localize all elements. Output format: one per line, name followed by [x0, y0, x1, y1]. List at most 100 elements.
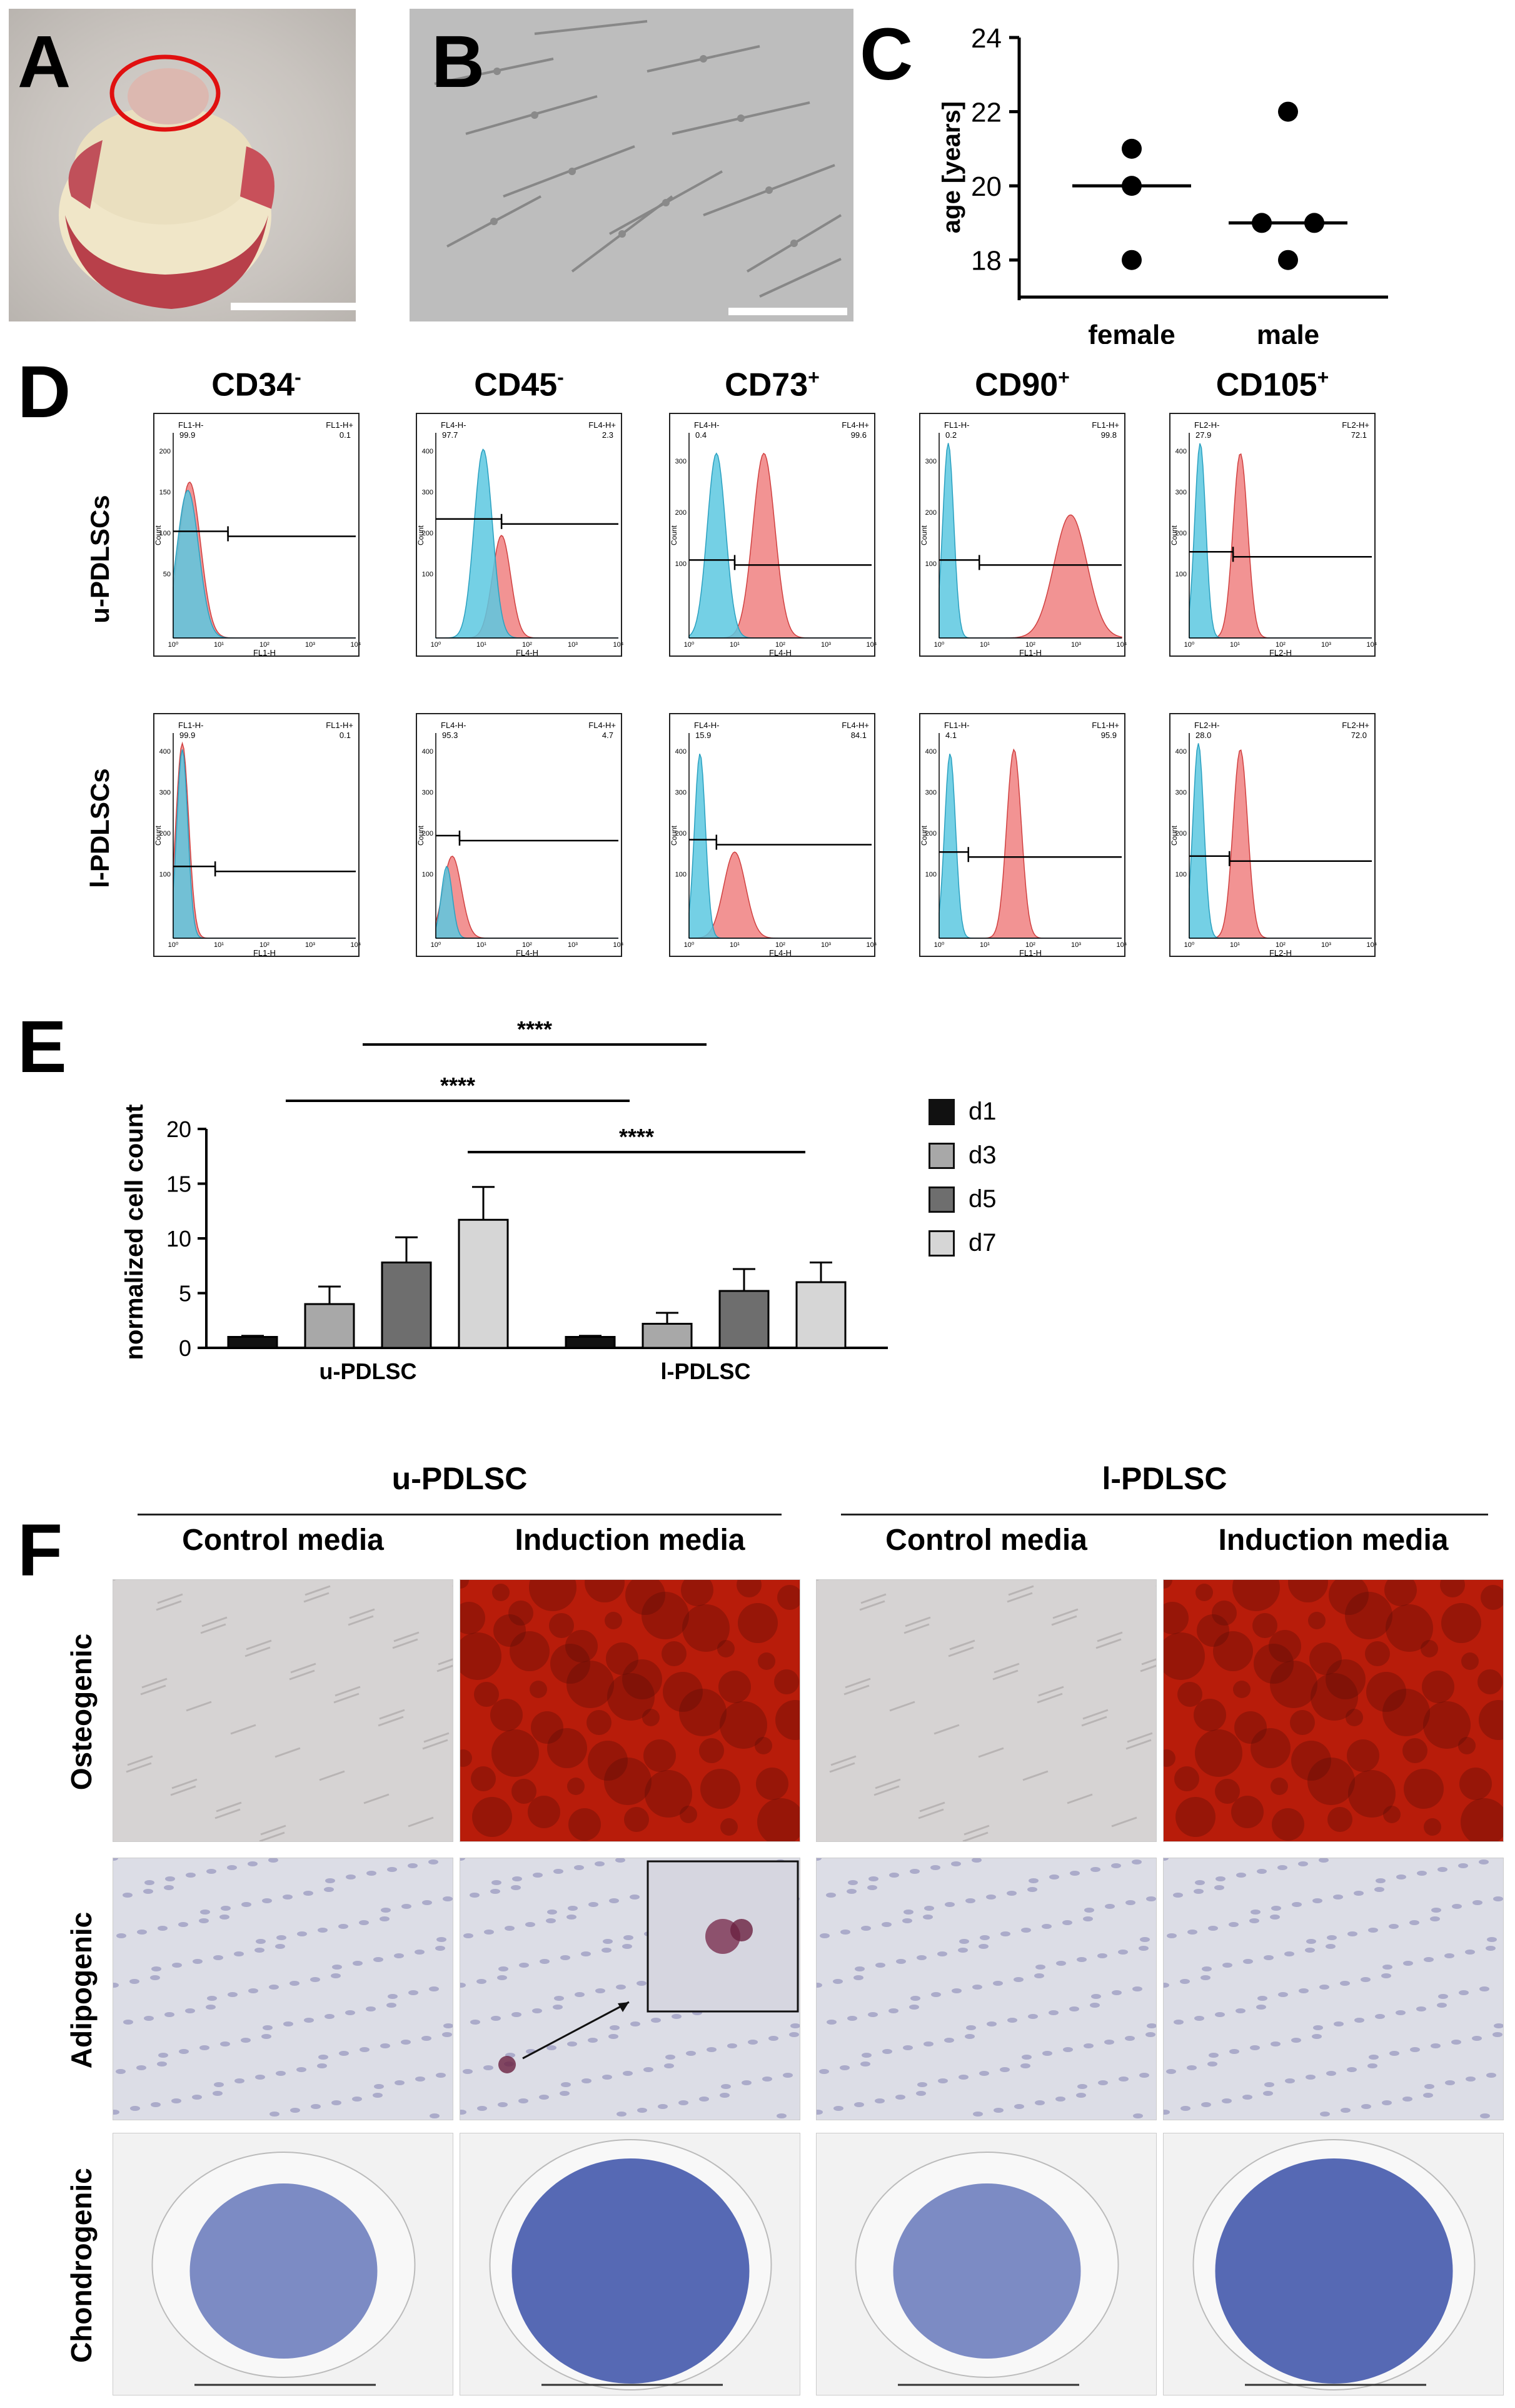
x-tick-label: 10³ — [1071, 641, 1081, 649]
marker-title: CD105+ — [1160, 366, 1385, 403]
gate-negative-label: FL2-H- — [1194, 420, 1219, 430]
x-tick-label: 10³ — [568, 941, 578, 949]
data-point — [1252, 213, 1272, 233]
x-tick-label: 10¹ — [476, 641, 486, 649]
x-tick-label: 10¹ — [1230, 641, 1240, 649]
gate-positive-label: FL4-H+ — [588, 420, 616, 430]
x-tick-label: 10² — [1276, 941, 1286, 949]
y-axis-title: Count — [154, 825, 163, 846]
y-tick-label: 100 — [1175, 571, 1187, 579]
lipid-droplet — [730, 1919, 753, 1941]
x-tick-label: 10² — [1025, 641, 1035, 649]
gate-negative-label: FL1-H- — [178, 721, 203, 730]
group-heading-u-pdlsc: u-PDLSC — [391, 1461, 528, 1496]
media-heading: Induction media — [1218, 1524, 1449, 1557]
legend-swatch — [929, 1230, 955, 1257]
gate-negative-percent: 4.1 — [945, 731, 957, 740]
legend-item-d1: d1 — [929, 1098, 997, 1126]
bar-d1 — [227, 1336, 278, 1349]
data-point — [1278, 250, 1298, 270]
y-tick-label: 0 — [179, 1335, 191, 1361]
y-tick-label: 100 — [925, 560, 937, 568]
x-tick-label: 10³ — [821, 641, 831, 649]
x-tick-label: 10⁰ — [168, 941, 179, 949]
x-tick-label: 10⁴ — [1367, 941, 1377, 949]
x-tick-label: 10² — [259, 941, 269, 949]
y-tick-label: 18 — [971, 246, 1002, 276]
marker-name: CD45 — [474, 367, 558, 403]
x-tick-label: 10⁰ — [1184, 641, 1195, 649]
stain-micrograph — [460, 1858, 800, 2120]
row-label-osteogenic: Osteogenic — [65, 1633, 98, 1791]
stained-peak — [173, 741, 356, 939]
panel-label-d: D — [18, 351, 71, 433]
stain-texture — [817, 1580, 1156, 1841]
x-tick-label: female — [1088, 320, 1175, 344]
y-tick-label: 100 — [159, 530, 171, 537]
media-heading: Control media — [182, 1524, 384, 1557]
y-tick-label: 100 — [1175, 871, 1187, 879]
x-tick-label: u-PDLSC — [320, 1358, 417, 1384]
lipid-droplet — [498, 2056, 516, 2073]
x-tick-label: 10³ — [821, 941, 831, 949]
fibroblast-cells-illustration — [434, 20, 842, 298]
gate-positive-label: FL1-H+ — [326, 420, 353, 430]
isotype-peak — [173, 490, 356, 639]
gate-negative-label: FL4-H- — [441, 721, 466, 730]
legend-swatch — [929, 1142, 955, 1169]
gate-positive-percent: 99.6 — [851, 430, 867, 440]
panel-label-f: F — [18, 1509, 63, 1592]
legend-label: d5 — [969, 1185, 997, 1213]
legend-label: d7 — [969, 1229, 997, 1257]
y-tick-label: 300 — [1175, 488, 1187, 496]
marker-sign: - — [294, 366, 301, 388]
stain-micrograph — [113, 2133, 453, 2395]
data-point — [1122, 250, 1142, 270]
x-axis-title: FL4-H — [516, 648, 538, 657]
panel-label-a: A — [18, 21, 71, 103]
gate-positive-percent: 95.9 — [1101, 731, 1117, 740]
x-axis-title: FL4-H — [769, 948, 792, 958]
x-tick-label: 10¹ — [214, 641, 224, 649]
gate-positive-percent: 4.7 — [602, 731, 613, 740]
gate-positive-percent: 0.1 — [340, 731, 351, 740]
x-tick-label: 10¹ — [476, 941, 486, 949]
gate-positive-percent: 0.1 — [340, 430, 351, 440]
x-axis-title: FL1-H — [253, 948, 276, 958]
y-tick-label: 100 — [675, 871, 687, 879]
gate-negative-label: FL1-H- — [944, 420, 969, 430]
tissue-photo — [9, 9, 356, 321]
x-tick-label: 10⁰ — [431, 941, 441, 949]
bar-d7 — [795, 1281, 847, 1349]
x-tick-label: 10⁴ — [1117, 941, 1127, 949]
marker-title: CD90+ — [910, 366, 1135, 403]
inset-zoom — [647, 1860, 799, 2013]
isotype-peak — [939, 754, 1122, 939]
x-tick-label: 10³ — [305, 941, 315, 949]
x-tick-label: 10⁰ — [684, 941, 695, 949]
bar-d5 — [381, 1262, 432, 1349]
panel-label-b: B — [431, 21, 485, 103]
x-tick-label: 10⁴ — [351, 941, 361, 949]
x-tick-label: 10² — [259, 641, 269, 649]
x-tick-label: 10⁴ — [613, 941, 623, 949]
bar-d3 — [642, 1323, 693, 1349]
bar-d3 — [304, 1303, 355, 1349]
stain-micrograph — [816, 2133, 1157, 2395]
y-tick-label: 200 — [675, 830, 687, 837]
flow-histogram: FL4-H- 95.3 FL4-H+ 4.7 400 300 200 100 Count 10⁰ 1… — [416, 713, 623, 958]
row-label-adipogenic: Adipogenic — [65, 1911, 98, 2069]
gate-positive-percent: 72.0 — [1351, 731, 1367, 740]
marker-title: CD45- — [406, 366, 632, 403]
marker-name: CD105 — [1216, 367, 1317, 403]
x-tick-label: 10² — [522, 941, 532, 949]
flow-histogram: FL2-H- 28.0 FL2-H+ 72.0 400 300 200 100 Count 10⁰… — [1169, 713, 1377, 958]
panel-label-c: C — [860, 13, 914, 96]
x-tick-label: 10⁴ — [1117, 641, 1127, 649]
gate-positive-label: FL4-H+ — [588, 721, 616, 730]
y-axis-title: normalized cell count — [121, 1105, 148, 1360]
gate-negative-label: FL1-H- — [178, 420, 203, 430]
isotype-peak — [435, 448, 618, 639]
flow-histogram: FL4-H- 97.7 FL4-H+ 2.3 400 300 200 100 Count 10⁰ 1… — [416, 413, 623, 657]
